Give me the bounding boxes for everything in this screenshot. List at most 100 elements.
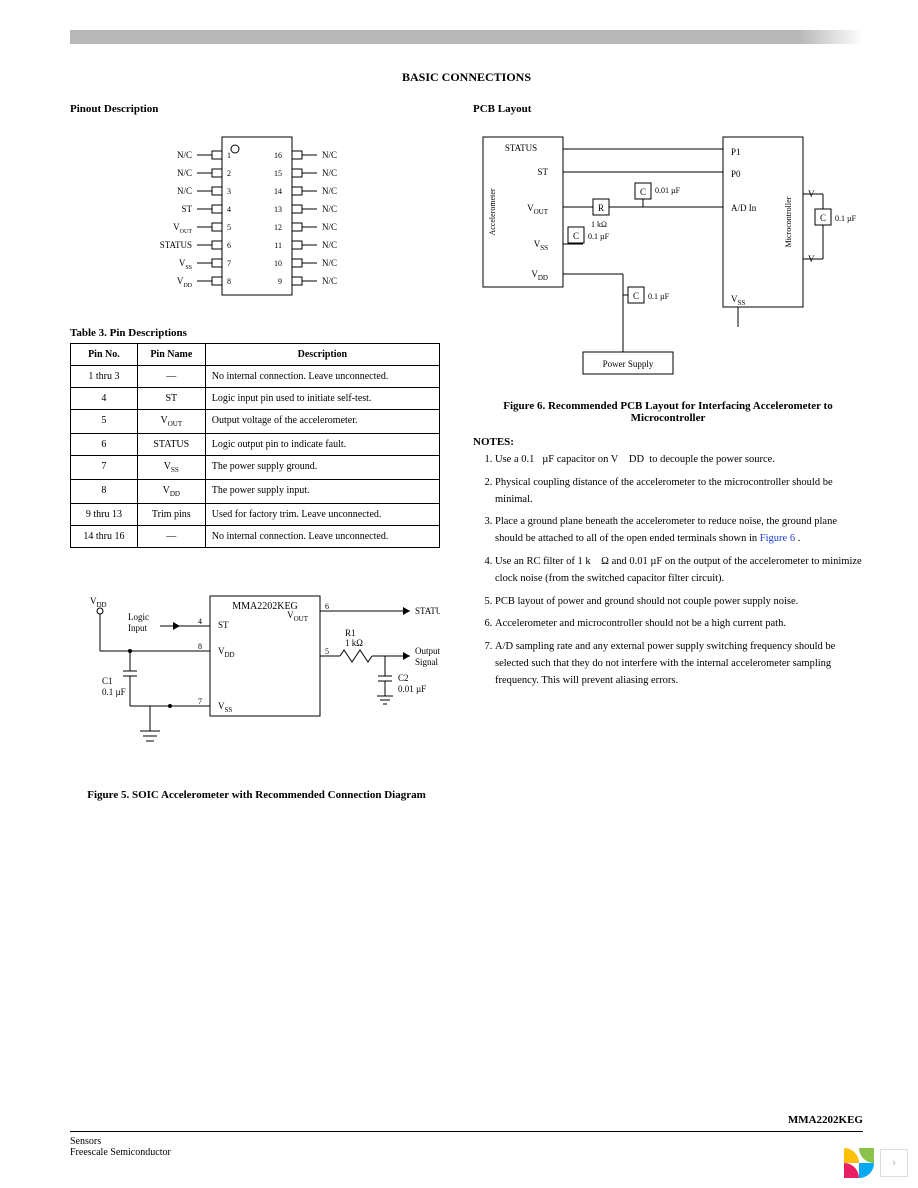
svg-text:VSS: VSS — [218, 701, 232, 714]
svg-text:0.1 µF: 0.1 µF — [835, 214, 857, 223]
cell-pin-no: 9 thru 13 — [71, 504, 138, 526]
svg-text:Power Supply: Power Supply — [603, 359, 654, 369]
svg-text:0.01 µF: 0.01 µF — [398, 684, 426, 694]
cell-pin-name: Trim pins — [137, 504, 205, 526]
cell-pin-name: VSS — [137, 456, 205, 480]
footer-line-2: Freescale Semiconductor — [70, 1147, 863, 1158]
pin-descriptions-table: Pin No. Pin Name Description 1 thru 3—No… — [70, 343, 440, 548]
next-page-button[interactable]: › — [880, 1149, 908, 1177]
cell-description: Output voltage of the accelerometer. — [205, 410, 439, 434]
svg-text:11: 11 — [274, 241, 282, 250]
svg-text:1: 1 — [227, 151, 231, 160]
svg-text:12: 12 — [274, 223, 282, 232]
figure-5-caption: Figure 5. SOIC Accelerometer with Recomm… — [70, 789, 443, 801]
note-item: Use a 0.1 µF capacitor on V DD to decoup… — [495, 452, 863, 469]
svg-text:1 kΩ: 1 kΩ — [591, 220, 607, 229]
cell-description: The power supply input. — [205, 480, 439, 504]
svg-text:VSS: VSS — [731, 294, 745, 307]
svg-text:Logic: Logic — [128, 612, 149, 622]
cell-description: No internal connection. Leave unconnecte… — [205, 366, 439, 388]
svg-text:N/C: N/C — [322, 150, 337, 160]
header-bar — [70, 30, 863, 44]
th-description: Description — [205, 344, 439, 366]
svg-text:VOUT: VOUT — [173, 222, 192, 235]
svg-text:VDD: VDD — [218, 646, 235, 659]
svg-text:Output: Output — [415, 646, 440, 656]
svg-text:6: 6 — [227, 241, 231, 250]
page-content: BASIC CONNECTIONS Pinout Description 1 N/… — [70, 70, 863, 1113]
svg-text:N/C: N/C — [322, 186, 337, 196]
table-row: 14 thru 16—No internal connection. Leave… — [71, 526, 440, 548]
table-header-row: Pin No. Pin Name Description — [71, 344, 440, 366]
svg-text:4: 4 — [227, 205, 231, 214]
right-column: PCB Layout STATUS Accelerometer ST VOUT … — [473, 103, 863, 801]
svg-text:Signal: Signal — [415, 657, 439, 667]
svg-text:0.1 µF: 0.1 µF — [102, 687, 126, 697]
svg-text:VSS: VSS — [178, 258, 191, 271]
part-number: MMA2202KEG — [788, 1114, 863, 1126]
svg-text:N/C: N/C — [176, 186, 191, 196]
table-row: 8VDDThe power supply input. — [71, 480, 440, 504]
svg-text:14: 14 — [274, 187, 282, 196]
pinout-title: Pinout Description — [70, 103, 443, 115]
svg-text:Accelerometer: Accelerometer — [488, 188, 497, 235]
table-row: 1 thru 3—No internal connection. Leave u… — [71, 366, 440, 388]
svg-text:VDD: VDD — [176, 276, 192, 289]
svg-text:P0: P0 — [731, 169, 741, 179]
page-footer: MMA2202KEG Sensors Freescale Semiconduct… — [70, 1131, 863, 1158]
svg-text:8: 8 — [198, 642, 202, 651]
svg-text:5: 5 — [227, 223, 231, 232]
svg-text:N/C: N/C — [176, 150, 191, 160]
table-row: 5VOUTOutput voltage of the accelerometer… — [71, 410, 440, 434]
svg-text:7: 7 — [227, 259, 231, 268]
cell-pin-no: 1 thru 3 — [71, 366, 138, 388]
svg-text:8: 8 — [227, 277, 231, 286]
svg-text:0.1 µF: 0.1 µF — [648, 292, 670, 301]
svg-text:1 kΩ: 1 kΩ — [345, 638, 363, 648]
svg-text:R1: R1 — [345, 628, 356, 638]
note-item: Accelerometer and microcontroller should… — [495, 616, 863, 633]
cell-pin-name: — — [137, 366, 205, 388]
figure-6-caption: Figure 6. Recommended PCB Layout for Int… — [473, 400, 863, 424]
svg-text:P1: P1 — [731, 147, 741, 157]
figure-6-diagram: STATUS Accelerometer ST VOUT VSS VDD Mic… — [473, 127, 863, 387]
corner-logo-icon — [844, 1148, 874, 1178]
svg-text:N/C: N/C — [322, 168, 337, 178]
cell-pin-name: — — [137, 526, 205, 548]
svg-text:A/D In: A/D In — [731, 203, 757, 213]
svg-text:5: 5 — [325, 647, 329, 656]
svg-text:C1: C1 — [102, 676, 113, 686]
note-item: Use an RC filter of 1 k Ω and 0.01 µF on… — [495, 554, 863, 588]
cell-pin-no: 14 thru 16 — [71, 526, 138, 548]
svg-text:STATUS: STATUS — [159, 240, 191, 250]
svg-text:3: 3 — [227, 187, 231, 196]
two-column-layout: Pinout Description 1N/C2N/C3N/C4ST5VOUT6… — [70, 103, 863, 801]
table-title: Table 3. Pin Descriptions — [70, 327, 443, 339]
svg-text:VOUT: VOUT — [287, 610, 309, 623]
svg-text:0.1 µF: 0.1 µF — [588, 232, 610, 241]
cell-pin-no: 8 — [71, 480, 138, 504]
svg-text:VDD: VDD — [90, 596, 107, 609]
cell-pin-no: 7 — [71, 456, 138, 480]
cell-pin-no: 6 — [71, 434, 138, 456]
svg-text:VDD: VDD — [531, 269, 548, 282]
svg-text:STATUS: STATUS — [505, 143, 537, 153]
table-row: 7VSSThe power supply ground. — [71, 456, 440, 480]
table-row: 6STATUSLogic output pin to indicate faul… — [71, 434, 440, 456]
cell-description: Logic input pin used to initiate self-te… — [205, 388, 439, 410]
table-row: 4STLogic input pin used to initiate self… — [71, 388, 440, 410]
notes-list: Use a 0.1 µF capacitor on V DD to decoup… — [473, 452, 863, 690]
th-pin-name: Pin Name — [137, 344, 205, 366]
cell-description: Logic output pin to indicate fault. — [205, 434, 439, 456]
th-pin-no: Pin No. — [71, 344, 138, 366]
svg-text:N/C: N/C — [176, 168, 191, 178]
svg-text:N/C: N/C — [322, 276, 337, 286]
page-title: BASIC CONNECTIONS — [70, 70, 863, 85]
svg-text:ST: ST — [218, 620, 229, 630]
svg-text:N/C: N/C — [322, 258, 337, 268]
svg-text:C: C — [640, 187, 646, 197]
svg-text:ST: ST — [181, 204, 192, 214]
cell-pin-name: STATUS — [137, 434, 205, 456]
figure-6-link[interactable]: Figure 6 — [760, 533, 795, 544]
svg-text:C: C — [633, 291, 639, 301]
